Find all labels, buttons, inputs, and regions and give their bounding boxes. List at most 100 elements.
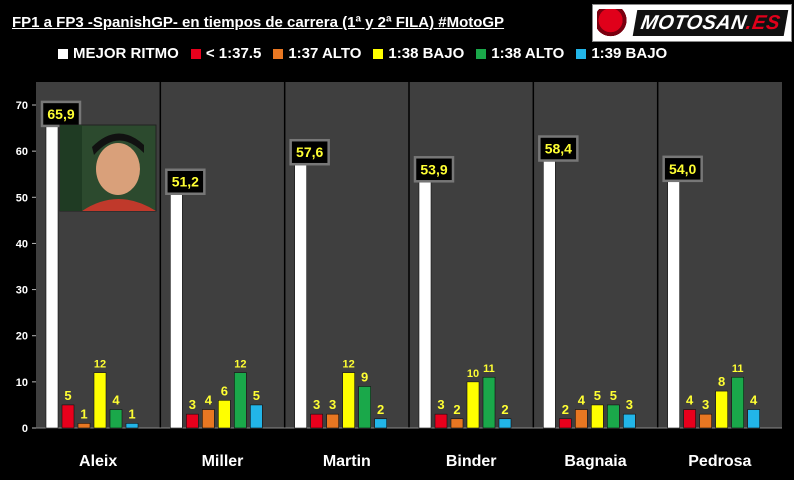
legend-label: MEJOR RITMO xyxy=(73,45,179,62)
y-tick-label: 50 xyxy=(16,192,28,204)
bar-value-label: 4 xyxy=(686,393,694,408)
bar-value-label: 12 xyxy=(343,359,355,371)
bar-value-label: 4 xyxy=(112,393,120,408)
best-pace-bar xyxy=(543,158,556,429)
bar-value-label: 3 xyxy=(329,397,336,412)
bar-value-label: 12 xyxy=(234,359,246,371)
category-label: Aleix xyxy=(79,453,117,470)
y-tick-label: 0 xyxy=(22,423,28,435)
bar xyxy=(109,409,123,429)
best-pace-bar xyxy=(45,123,59,429)
bar-value-label: 3 xyxy=(437,397,444,412)
y-tick-label: 70 xyxy=(16,100,28,112)
bar xyxy=(498,418,512,429)
best-pace-bar xyxy=(294,161,307,429)
best-pace-label-box xyxy=(662,155,703,183)
best-pace-bar xyxy=(418,178,432,429)
bar xyxy=(607,404,620,429)
best-pace-label: 51,2 xyxy=(172,174,199,190)
best-pace-bar xyxy=(667,178,680,429)
bar xyxy=(358,386,371,429)
best-pace-label-box xyxy=(165,168,206,195)
bar xyxy=(482,376,496,429)
legend-swatch xyxy=(58,48,68,59)
legend-item: 1:38 ALTO xyxy=(476,45,564,62)
bar xyxy=(125,423,139,429)
legend-item: 1:39 BAJO xyxy=(576,45,667,62)
best-pace-label: 58,4 xyxy=(545,141,572,157)
bar xyxy=(591,404,604,429)
bar xyxy=(623,413,636,429)
rider-shirt xyxy=(82,199,156,211)
legend-label: 1:38 ALTO xyxy=(491,45,565,62)
bar-value-label: 3 xyxy=(313,397,320,412)
bar xyxy=(575,409,588,429)
legend-item: 1:37 ALTO xyxy=(273,45,361,62)
bar-value-label: 2 xyxy=(562,402,569,417)
bar xyxy=(218,400,231,429)
bar xyxy=(93,372,107,429)
bar-value-label: 5 xyxy=(610,388,617,403)
rider-photo-backdrop xyxy=(60,125,82,211)
best-pace-label: 54,0 xyxy=(669,161,696,177)
bar xyxy=(250,404,263,429)
bar-value-label: 5 xyxy=(64,388,71,403)
bar-value-label: 8 xyxy=(718,374,725,389)
bar-value-label: 4 xyxy=(205,393,213,408)
best-pace-label-box xyxy=(413,156,455,183)
bar xyxy=(77,423,91,429)
bar-value-label: 6 xyxy=(221,383,228,398)
legend-label: 1:39 BAJO xyxy=(591,45,668,62)
category-label: Miller xyxy=(202,453,244,470)
bar xyxy=(699,413,712,429)
rider-cap xyxy=(92,133,144,155)
best-pace-label-box xyxy=(538,135,579,162)
bar xyxy=(374,418,387,429)
legend-label: 1:38 BAJO xyxy=(388,45,465,62)
chart-title: FP1 a FP3 -SpanishGP- en tiempos de carr… xyxy=(12,14,505,31)
legend-swatch xyxy=(273,48,284,59)
bar xyxy=(310,413,323,429)
category-label: Bagnaia xyxy=(564,453,626,470)
bar xyxy=(186,413,199,429)
bar-value-label: 5 xyxy=(253,388,260,403)
bar xyxy=(234,372,247,429)
bar xyxy=(434,413,448,429)
bar-value-label: 1 xyxy=(128,406,135,421)
bar-value-label: 11 xyxy=(732,363,744,375)
category-label: Binder xyxy=(446,453,497,470)
best-pace-label-box xyxy=(40,100,82,128)
bar xyxy=(202,409,215,429)
bar-value-label: 10 xyxy=(467,368,479,380)
bar-value-label: 9 xyxy=(361,369,368,384)
bar xyxy=(559,418,572,429)
bar-value-label: 2 xyxy=(453,402,460,417)
rider-face xyxy=(96,143,140,195)
legend-item: < 1:37.5 xyxy=(190,45,261,62)
bar xyxy=(747,409,760,429)
bar-value-label: 3 xyxy=(626,397,633,412)
bar-value-label: 3 xyxy=(189,397,196,412)
best-pace-label: 53,9 xyxy=(420,161,447,177)
legend-item: MEJOR RITMO xyxy=(58,45,179,62)
bar-value-label: 5 xyxy=(594,388,601,403)
bar-value-label: 2 xyxy=(377,402,384,417)
bar xyxy=(450,418,464,429)
bar-value-label: 12 xyxy=(94,359,106,371)
best-pace-label-box xyxy=(289,138,330,166)
motosan-logo: MOTOSAN.ES xyxy=(592,4,792,42)
bar-value-label: 4 xyxy=(750,393,758,408)
y-tick-label: 40 xyxy=(16,238,28,250)
legend-swatch xyxy=(476,48,487,59)
bar-value-label: 11 xyxy=(483,363,495,375)
bar-value-label: 4 xyxy=(578,393,586,408)
bar xyxy=(61,404,75,429)
best-pace-label: 65,9 xyxy=(47,106,74,122)
bar xyxy=(715,390,728,429)
best-pace-label: 57,6 xyxy=(296,144,323,160)
bar xyxy=(683,409,696,429)
bar-value-label: 1 xyxy=(80,406,87,421)
bar xyxy=(342,372,355,429)
legend-swatch xyxy=(373,48,384,59)
